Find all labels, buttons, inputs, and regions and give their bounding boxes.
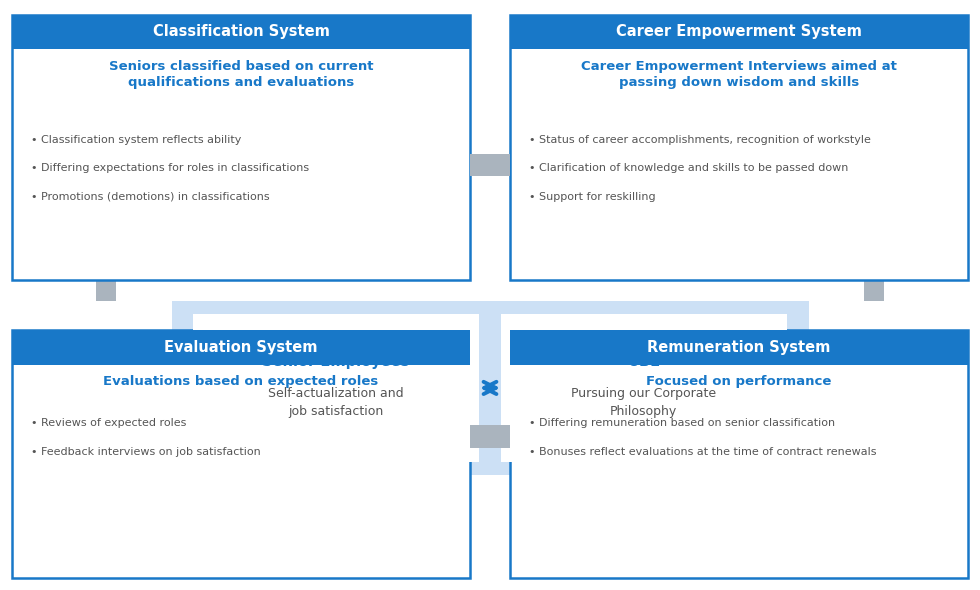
Bar [172,301,808,475]
Bar [12,330,470,365]
Bar [12,15,470,49]
Text: Pursuing our Corporate
Philosophy: Pursuing our Corporate Philosophy [571,387,716,418]
Text: • Status of career accomplishments, recognition of workstyle: • Status of career accomplishments, reco… [529,135,871,145]
Bar [12,330,470,578]
Text: Career Empowerment Interviews aimed at
passing down wisdom and skills: Career Empowerment Interviews aimed at p… [581,60,897,89]
Bar [510,15,968,49]
Text: Senior Employees: Senior Employees [263,354,410,369]
Text: • Classification system reflects ability: • Classification system reflects ability [31,135,242,145]
Text: Evaluations based on expected roles: Evaluations based on expected roles [104,375,378,388]
Bar [96,280,116,301]
Bar [510,330,968,578]
Text: Classification System: Classification System [153,24,329,40]
Bar [470,154,510,176]
Text: • Support for reskilling: • Support for reskilling [529,192,656,202]
Bar [864,280,884,301]
Bar [470,425,510,448]
Text: • Differing expectations for roles in classifications: • Differing expectations for roles in cl… [31,163,310,173]
Text: UBE: UBE [627,354,661,369]
Bar [510,330,968,365]
Text: Career Empowerment System: Career Empowerment System [616,24,861,40]
Text: • Bonuses reflect evaluations at the time of contract renewals: • Bonuses reflect evaluations at the tim… [529,447,877,457]
Text: • Differing remuneration based on senior classification: • Differing remuneration based on senior… [529,418,835,428]
Bar [864,330,884,475]
Text: Evaluation System: Evaluation System [165,340,318,355]
Bar [501,314,787,462]
Text: Seniors classified based on current
qualifications and evaluations: Seniors classified based on current qual… [109,60,373,89]
Bar [510,15,968,280]
Bar [12,15,470,280]
Text: Self-actualization and
job satisfaction: Self-actualization and job satisfaction [269,387,404,418]
Text: • Reviews of expected roles: • Reviews of expected roles [31,418,187,428]
Bar [96,330,116,475]
Text: Focused on performance: Focused on performance [646,375,832,388]
Text: • Promotions (demotions) in classifications: • Promotions (demotions) in classificati… [31,192,270,202]
Text: Remuneration System: Remuneration System [647,340,831,355]
Text: • Clarification of knowledge and skills to be passed down: • Clarification of knowledge and skills … [529,163,849,173]
Text: • Feedback interviews on job satisfaction: • Feedback interviews on job satisfactio… [31,447,261,457]
Bar [193,314,479,462]
